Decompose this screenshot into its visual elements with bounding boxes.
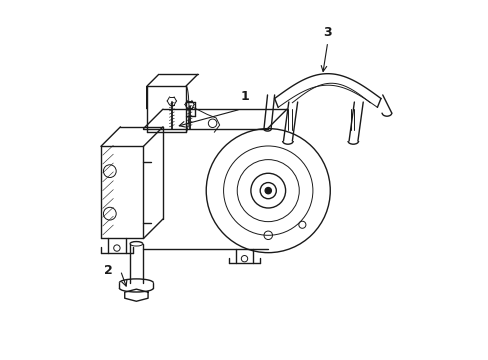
Text: 3: 3 xyxy=(323,26,331,39)
Text: 1: 1 xyxy=(240,90,248,103)
Circle shape xyxy=(264,188,271,194)
Text: 2: 2 xyxy=(103,264,112,277)
